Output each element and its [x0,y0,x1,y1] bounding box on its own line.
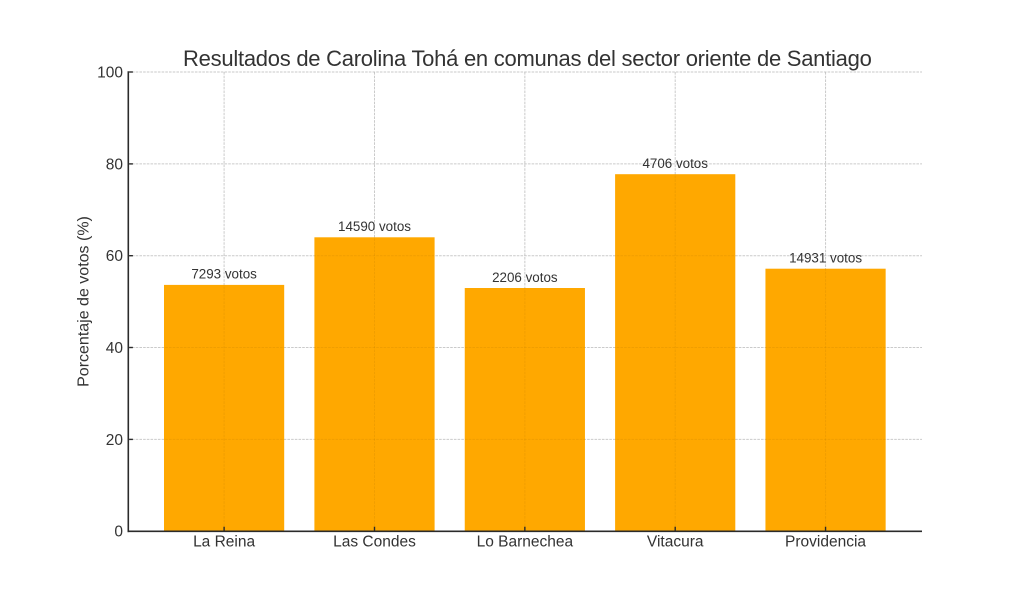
svg-text:60: 60 [106,248,124,265]
svg-text:20: 20 [106,432,124,449]
svg-text:14931 votos: 14931 votos [789,250,862,265]
svg-text:Resultados de Carolina Tohá en: Resultados de Carolina Tohá en comunas d… [183,46,872,71]
svg-text:Lo Barnechea: Lo Barnechea [477,534,574,551]
svg-text:Providencia: Providencia [785,534,866,551]
svg-text:La Reina: La Reina [193,534,255,551]
svg-text:Porcentaje de votos (%): Porcentaje de votos (%) [76,216,93,387]
svg-text:Las Condes: Las Condes [333,534,416,551]
svg-text:14590 votos: 14590 votos [338,219,411,234]
svg-text:80: 80 [106,156,124,173]
svg-text:Vitacura: Vitacura [647,534,704,551]
svg-text:4706 votos: 4706 votos [642,156,708,171]
svg-text:0: 0 [114,524,123,541]
svg-text:7293 votos: 7293 votos [191,267,257,282]
svg-text:40: 40 [106,340,124,357]
svg-text:2206 votos: 2206 votos [492,270,558,285]
svg-text:100: 100 [97,64,123,81]
